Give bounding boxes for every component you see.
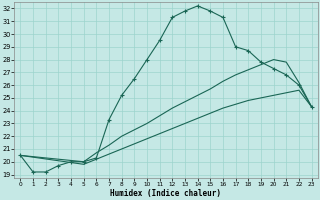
X-axis label: Humidex (Indice chaleur): Humidex (Indice chaleur) (110, 189, 221, 198)
